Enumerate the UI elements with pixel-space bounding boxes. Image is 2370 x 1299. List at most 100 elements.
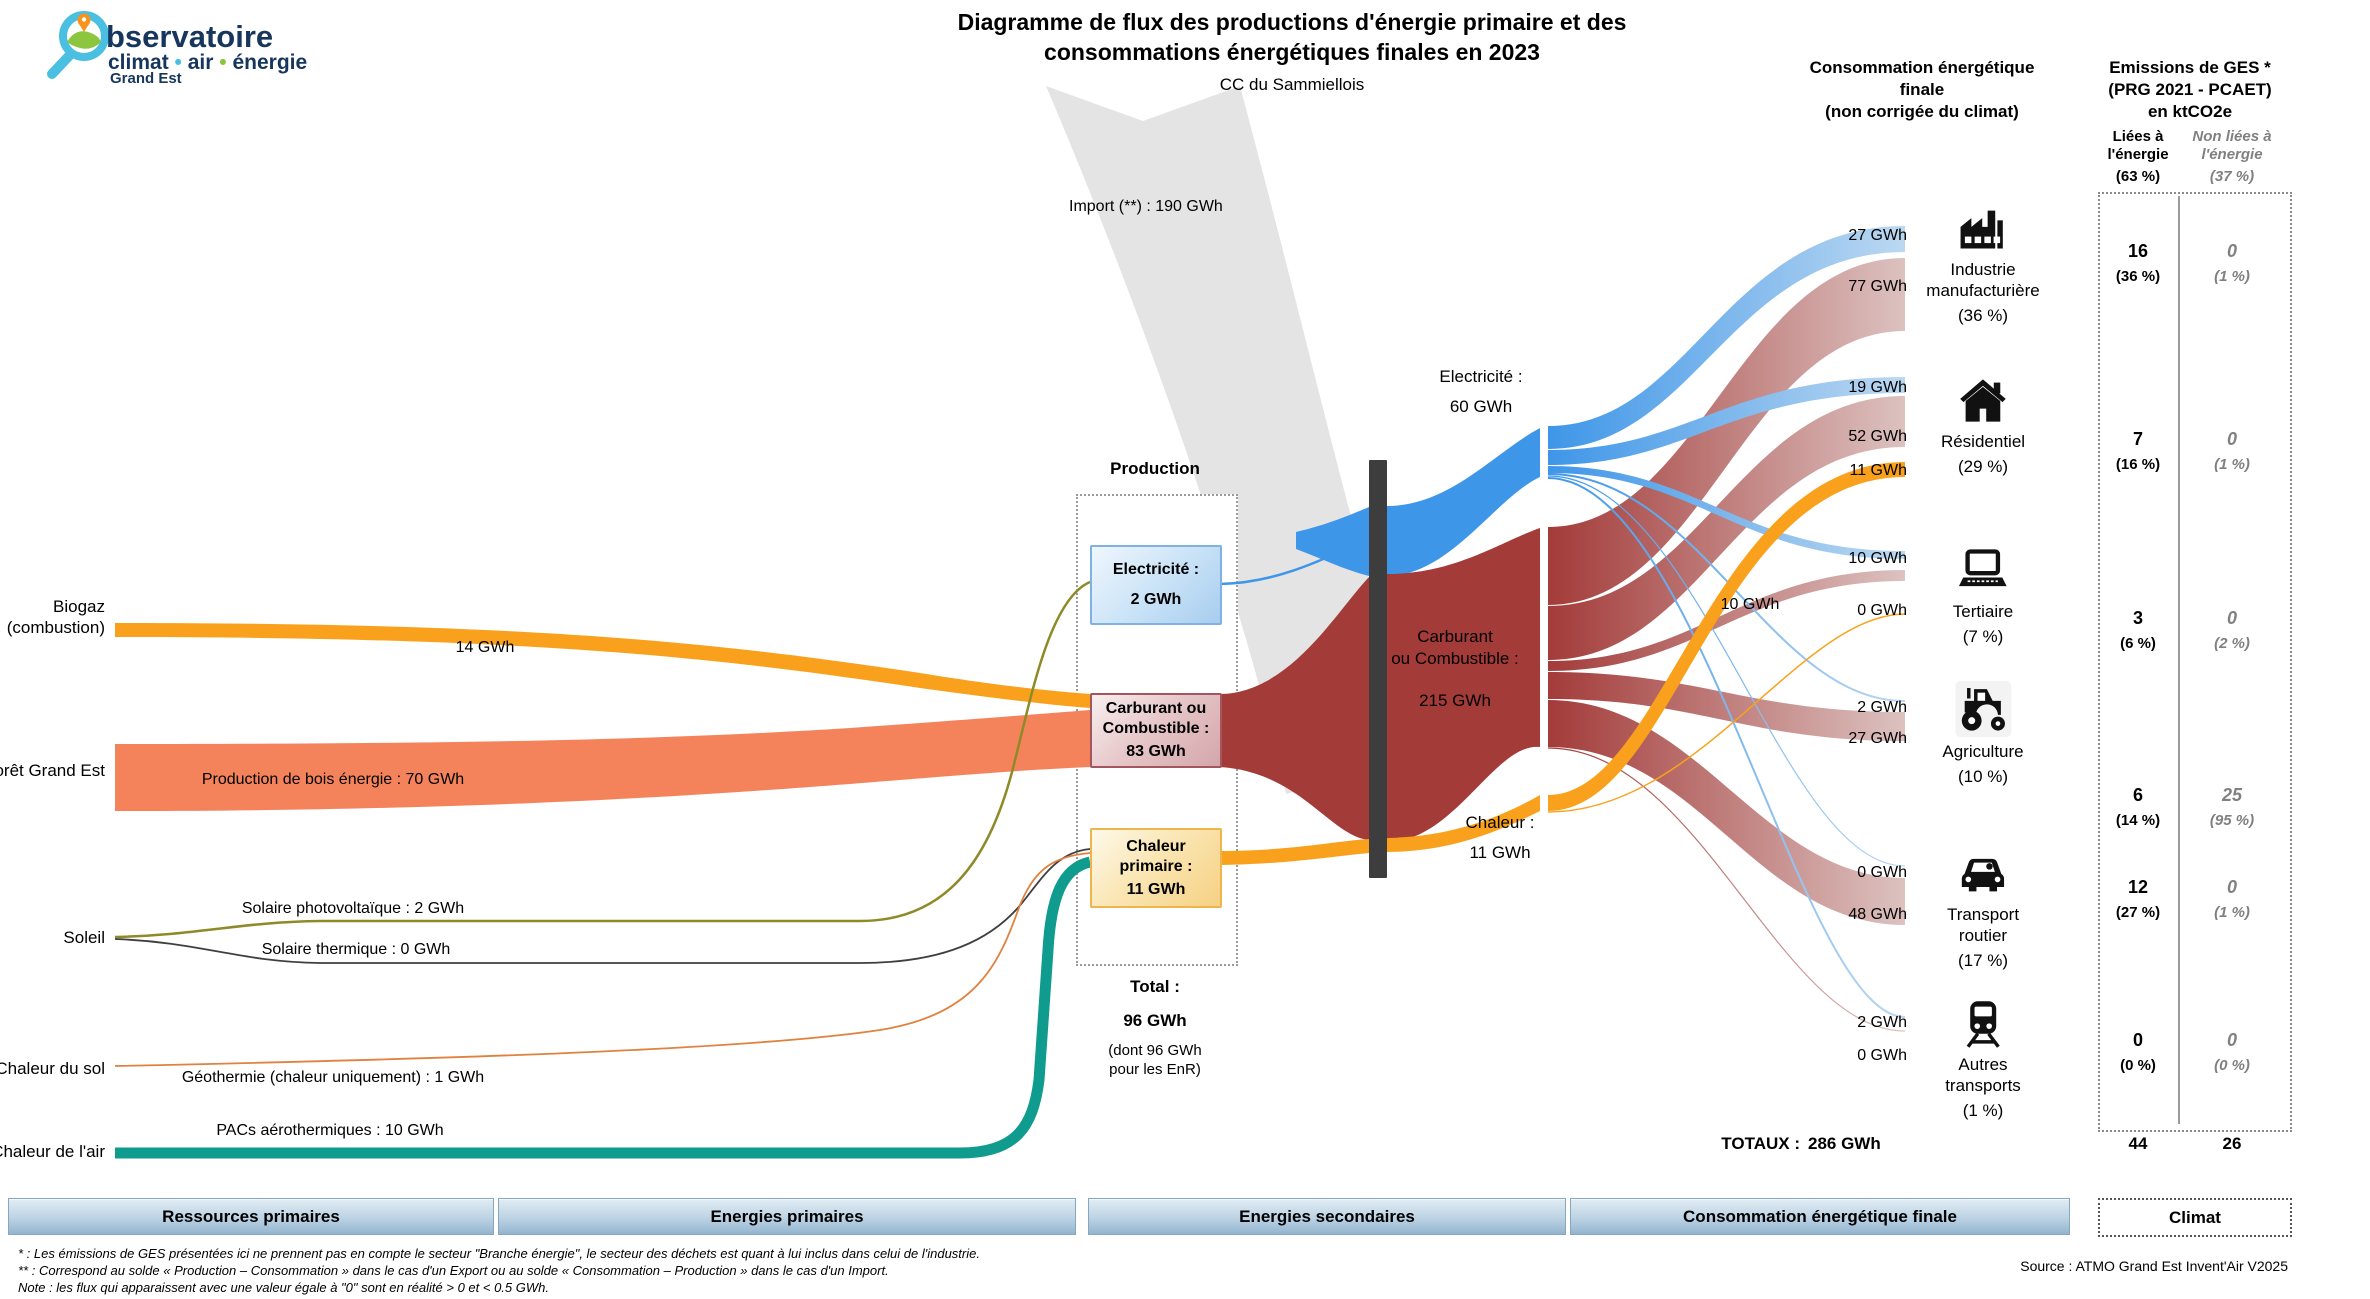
conso-header-line2: finale: [1899, 80, 1945, 99]
tractor-icon: [1954, 681, 2011, 737]
flow-pacs: [115, 856, 1092, 1159]
value-elec-tertiaire: 10 GWh: [1848, 550, 1907, 567]
ges-autres-nonenergy: 0: [2226, 1030, 2238, 1050]
ges-autres-nonenergy-pct: (0 %): [2214, 1057, 2250, 1074]
sector-name2: routier: [1958, 926, 2008, 945]
map-pin-dot-icon: [81, 17, 87, 22]
sector-share: (17 %): [1957, 951, 2009, 970]
emissions-table: [2098, 192, 2292, 1132]
flow-elec-transport: [1547, 475, 1906, 867]
ges-col-energy-pct: (63 %): [2115, 168, 2161, 185]
production-heat-box: Chaleur primaire : 11 GWh: [1090, 828, 1222, 908]
flow-heat-node: [1387, 795, 1540, 852]
flow-geothermie: [114, 852, 1091, 1067]
ges-transport-nonenergy: 0: [2226, 877, 2238, 897]
category-bar-energies-secondaires: Energies secondaires: [1088, 1198, 1566, 1235]
ges-tertiaire-nonenergy: 0: [2226, 608, 2238, 628]
secondary-heat-label: Chaleur :: [1465, 813, 1535, 832]
flow-fuel-to-bar: [1220, 577, 1369, 840]
observatoire-logo: bservatoire climat • air • énergie Grand…: [47, 11, 307, 84]
secondary-heat-value: 11 GWh: [1469, 843, 1531, 862]
source-foret: Forêt Grand Est: [0, 761, 105, 780]
flow-elec-industrie: [1548, 226, 1905, 449]
ges-agriculture-nonenergy: 25: [2221, 785, 2243, 805]
category-bar-consommation-finale: Consommation énergétique finale: [1570, 1198, 2070, 1235]
flow-biogaz: [115, 623, 1090, 708]
sector-autres-transports: Autres transports (1 %): [1945, 998, 2021, 1121]
ges-transport-energy-pct: (27 %): [2115, 904, 2161, 921]
ges-header-line1: Emissions de GES *: [2109, 58, 2271, 77]
source-soleil: Soleil: [63, 928, 105, 947]
bar-label: Consommation énergétique finale: [1683, 1206, 1957, 1226]
ges-transport-nonenergy-pct: (1 %): [2214, 904, 2250, 921]
logo-tagline: climat • air • énergie: [108, 51, 307, 74]
ges-industrie-nonenergy: 0: [2226, 241, 2238, 261]
flow-elec-node: [1387, 428, 1540, 576]
bar-label: Energies secondaires: [1239, 1206, 1415, 1226]
sector-name2: manufacturière: [1926, 281, 2040, 300]
laptop-icon: [1959, 549, 2007, 587]
ges-agriculture-energy-pct: (14 %): [2115, 812, 2161, 829]
import-label: Import (**) : 190 GWh: [1069, 198, 1223, 215]
ges-header-line2: (PRG 2021 - PCAET): [2108, 80, 2272, 99]
source-chaleur-air: Chaleur de l'air: [0, 1142, 105, 1161]
bar-label: Energies primaires: [710, 1206, 864, 1226]
conso-header-line1: Consommation énergétique: [1809, 58, 2035, 77]
flow-solaire-thermique: [114, 848, 1091, 964]
car-icon: [1961, 858, 2005, 892]
sector-industrie: Industrie manufacturière (36 %): [1926, 203, 2040, 326]
house-icon: [1960, 379, 2006, 422]
logo-region: Grand Est: [110, 70, 182, 84]
page-title-line1: Diagramme de flux des productions d'éner…: [957, 9, 1627, 35]
ges-tertiaire-nonenergy-pct: (2 %): [2214, 635, 2250, 652]
value-fuel-agriculture: 27 GWh: [1848, 730, 1907, 747]
ges-tertiaire-energy: 3: [2132, 608, 2144, 628]
ges-industrie-energy: 16: [2127, 241, 2149, 261]
production-heat-label2: primaire :: [1119, 857, 1193, 875]
sector-share: (10 %): [1957, 767, 2009, 786]
flow-label-bois: Production de bois énergie : 70 GWh: [201, 771, 465, 788]
totals-label: TOTAUX :: [1721, 1134, 1800, 1153]
production-fuel-label2: Combustible :: [1102, 720, 1210, 737]
sector-residentiel: Résidentiel (29 %): [1941, 375, 2025, 477]
footnote-2: ** : Correspond au solde « Production – …: [18, 1263, 889, 1278]
sector-name: Industrie: [1950, 260, 2016, 279]
magnifier-handle-icon: [47, 51, 74, 79]
production-electricity-box: Electricité : 2 GWh: [1090, 545, 1222, 625]
import-flow-band: [1046, 86, 1420, 794]
flow-fuel-node: [1387, 528, 1540, 842]
secondary-fuel-label1: Carburant: [1417, 627, 1493, 646]
totals-ges-nonenergy: 26: [2222, 1134, 2242, 1153]
train-icon: [1966, 1001, 2000, 1048]
ges-tertiaire-energy-pct: (6 %): [2120, 635, 2156, 652]
ges-industrie-nonenergy-pct: (1 %): [2214, 268, 2250, 285]
value-fuel-residentiel: 52 GWh: [1848, 428, 1907, 445]
value-heat-tertiaire: 0 GWh: [1857, 602, 1907, 619]
production-total-note1: (dont 96 GWh: [1108, 1042, 1202, 1059]
ges-col-energy-l2: l'énergie: [2107, 146, 2169, 163]
production-total-label: Total :: [1130, 977, 1180, 996]
source-biogaz-line1: Biogaz: [53, 597, 105, 616]
source-chaleur-sol: Chaleur du sol: [0, 1059, 105, 1078]
flow-heat-to-bar: [1220, 839, 1369, 865]
production-title: Production: [1110, 459, 1200, 478]
sector-transport-routier: Transport routier (17 %): [1947, 848, 2019, 971]
ges-industrie-energy-pct: (36 %): [2115, 268, 2161, 285]
sector-share: (29 %): [1957, 457, 2009, 476]
mixing-bar: [1369, 460, 1387, 878]
production-electricity-label: Electricité :: [1112, 561, 1200, 578]
secondary-electricity-value: 60 GWh: [1449, 397, 1513, 416]
sector-name: Autres: [1958, 1055, 2008, 1074]
secondary-fuel-label2: ou Combustible :: [1391, 649, 1519, 668]
ges-agriculture-energy: 6: [2132, 785, 2144, 805]
sector-share: (7 %): [1962, 627, 2004, 646]
flow-fuel-autres: [1547, 747, 1906, 1032]
ges-transport-energy: 12: [2127, 877, 2149, 897]
flow-fuel-tertiaire: [1548, 570, 1905, 671]
sector-name: Résidentiel: [1940, 432, 2026, 451]
production-fuel-label1: Carburant ou: [1105, 700, 1207, 717]
flow-fuel-transport: [1548, 700, 1905, 925]
flow-solaire-pv: [114, 580, 1091, 939]
ges-header-line3: en ktCO2e: [2147, 102, 2233, 121]
